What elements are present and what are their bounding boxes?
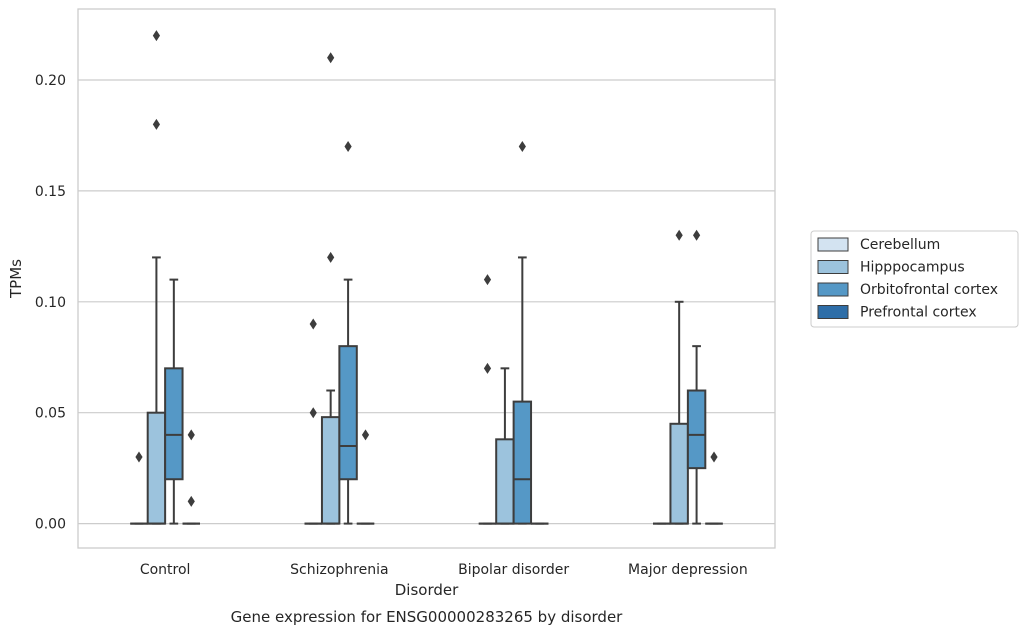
box-iqr	[146, 411, 167, 525]
x-axis-ticks: Control Schizophrenia Bipolar disorder Majo…	[140, 562, 748, 578]
outlier-point	[710, 451, 718, 463]
outlier-point	[327, 52, 335, 64]
outlier-point	[483, 362, 492, 374]
outlier-point	[135, 451, 143, 463]
box	[686, 229, 707, 525]
box-iqr	[669, 422, 689, 525]
box	[130, 451, 148, 525]
box-iqr	[320, 416, 341, 525]
box-groups	[130, 30, 723, 525]
y-tick-label: 0.05	[35, 406, 66, 422]
box	[146, 30, 167, 525]
outlier-point	[483, 274, 492, 286]
outlier-point	[187, 429, 195, 441]
box	[182, 429, 200, 525]
outlier-point	[327, 251, 335, 263]
legend-swatch	[817, 260, 849, 274]
legend: Cerebellum Hipppocampus Orbitofrontal cort…	[810, 230, 1019, 328]
box-iqr	[338, 345, 358, 481]
y-tick-label: 0.20	[35, 73, 66, 89]
x-tick-label: Control	[140, 562, 191, 578]
legend-label: Prefrontal cortex	[860, 305, 977, 321]
category-group	[304, 52, 375, 525]
box	[356, 429, 375, 525]
y-tick-label: 0.00	[35, 517, 66, 533]
box	[478, 274, 497, 525]
legend-swatch	[817, 237, 849, 252]
outlier-point	[309, 318, 317, 330]
box	[338, 141, 358, 525]
legend-item: Hipppocampus	[817, 260, 965, 276]
box	[705, 451, 723, 525]
legend-box	[810, 230, 1019, 328]
legend-item: Orbitofrontal cortex	[817, 282, 998, 298]
legend-swatch	[817, 282, 849, 297]
plot-area	[78, 9, 775, 548]
category-group	[130, 30, 200, 525]
legend-label: Cerebellum	[860, 237, 940, 253]
y-axis-label: TPMs	[7, 259, 25, 299]
box	[304, 318, 322, 525]
box-iqr	[512, 400, 533, 525]
legend-label: Hipppocampus	[860, 260, 965, 276]
legend-swatch	[817, 305, 849, 319]
category-group	[478, 141, 549, 525]
box-iqr	[164, 367, 184, 481]
outlier-point	[518, 141, 526, 153]
box-iqr	[495, 438, 515, 525]
x-tick-label: Major depression	[628, 562, 748, 578]
box	[669, 229, 689, 525]
legend-label: Orbitofrontal cortex	[860, 282, 998, 298]
outlier-point	[309, 407, 317, 419]
box	[164, 278, 184, 525]
plot-frame	[77, 8, 776, 549]
y-tick-label: 0.15	[35, 184, 66, 200]
x-tick-label: Bipolar disorder	[458, 562, 569, 578]
outlier-point	[692, 229, 701, 241]
x-axis-label: Disorder	[395, 581, 459, 599]
outlier-point	[152, 118, 161, 130]
outlier-point	[361, 429, 370, 441]
y-axis-ticks: 0.00 0.05 0.10 0.15 0.20	[35, 73, 66, 533]
outlier-point	[187, 495, 195, 507]
outlier-point	[152, 30, 161, 42]
box	[512, 141, 533, 525]
chart-title: Gene expression for ENSG00000283265 by d…	[231, 608, 624, 626]
legend-item: Cerebellum	[817, 237, 940, 253]
box-iqr	[686, 389, 707, 470]
category-group	[653, 229, 723, 525]
outlier-point	[675, 229, 683, 241]
outlier-point	[344, 141, 352, 153]
legend-item: Prefrontal cortex	[817, 305, 977, 321]
y-tick-label: 0.10	[35, 295, 66, 311]
x-tick-label: Schizophrenia	[290, 562, 388, 578]
